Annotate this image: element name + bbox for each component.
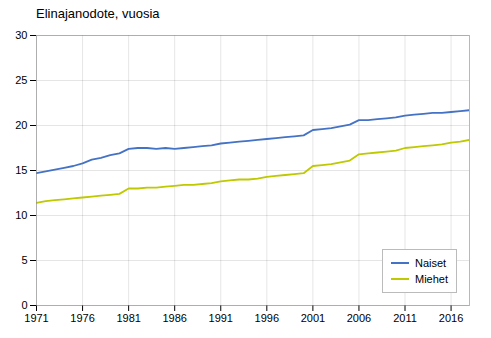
svg-text:1991: 1991	[209, 312, 233, 324]
html-text:Naiset: Naiset	[415, 257, 447, 269]
svg-text:20: 20	[15, 119, 27, 131]
svg-text:1976: 1976	[70, 312, 94, 324]
svg-text:2016: 2016	[439, 312, 463, 324]
html-text:Elinajanodote, vuosia: Elinajanodote, vuosia	[36, 6, 160, 21]
svg-text:30: 30	[15, 29, 27, 41]
svg-text:1996: 1996	[255, 312, 279, 324]
svg-text:1986: 1986	[162, 312, 186, 324]
svg-text:15: 15	[15, 164, 27, 176]
svg-text:25: 25	[15, 74, 27, 86]
svg-text:10: 10	[15, 209, 27, 221]
svg-text:1971: 1971	[24, 312, 48, 324]
svg-text:1981: 1981	[116, 312, 140, 324]
svg-text:5: 5	[21, 254, 27, 266]
svg-text:2011: 2011	[393, 312, 417, 324]
svg-text:0: 0	[21, 299, 27, 311]
svg-text:2001: 2001	[301, 312, 325, 324]
html-text:Miehet: Miehet	[415, 273, 448, 285]
svg-text:2006: 2006	[347, 312, 371, 324]
